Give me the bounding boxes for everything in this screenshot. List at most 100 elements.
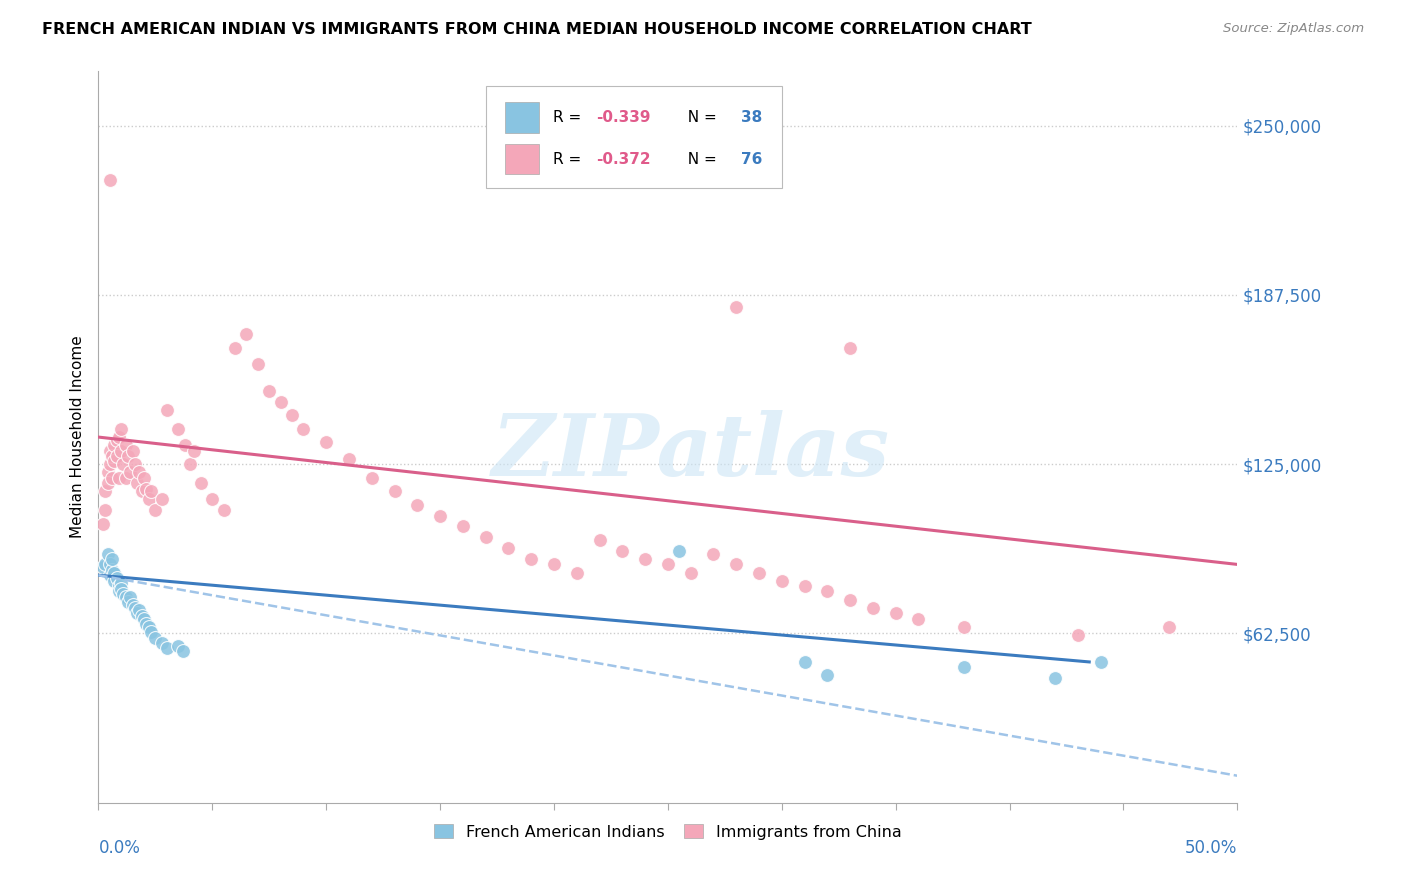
Point bbox=[156, 403, 179, 417]
Point bbox=[108, 584, 131, 599]
Point bbox=[98, 443, 121, 458]
Point bbox=[128, 603, 150, 617]
FancyBboxPatch shape bbox=[485, 86, 782, 188]
Point bbox=[108, 471, 131, 485]
Point bbox=[815, 668, 838, 682]
Point bbox=[725, 558, 748, 572]
Text: N =: N = bbox=[678, 152, 721, 167]
Point bbox=[360, 471, 382, 485]
Point bbox=[110, 576, 132, 591]
Point bbox=[612, 544, 634, 558]
Point bbox=[91, 516, 114, 531]
Point bbox=[96, 465, 118, 479]
Point bbox=[212, 503, 235, 517]
Point bbox=[235, 327, 257, 342]
Point bbox=[127, 606, 149, 620]
Point bbox=[103, 454, 125, 468]
Point bbox=[98, 172, 121, 186]
Point bbox=[907, 611, 929, 625]
Point bbox=[114, 471, 136, 485]
Point bbox=[131, 608, 153, 623]
Point bbox=[815, 584, 838, 599]
Point bbox=[679, 566, 702, 580]
Point bbox=[101, 471, 124, 485]
Point bbox=[725, 300, 748, 314]
Point bbox=[108, 430, 131, 444]
Point bbox=[96, 476, 118, 491]
Point bbox=[150, 492, 173, 507]
Text: -0.339: -0.339 bbox=[596, 110, 651, 125]
Point bbox=[179, 457, 201, 471]
Point bbox=[114, 590, 136, 604]
Point bbox=[406, 498, 429, 512]
Point bbox=[131, 484, 153, 499]
Point bbox=[270, 395, 292, 409]
Text: FRENCH AMERICAN INDIAN VS IMMIGRANTS FROM CHINA MEDIAN HOUSEHOLD INCOME CORRELAT: FRENCH AMERICAN INDIAN VS IMMIGRANTS FRO… bbox=[42, 22, 1032, 37]
Point bbox=[588, 533, 610, 547]
Point bbox=[101, 552, 124, 566]
Point bbox=[94, 558, 117, 572]
Point bbox=[121, 443, 143, 458]
Point bbox=[91, 560, 114, 574]
Point bbox=[110, 582, 132, 596]
Text: ZIPatlas: ZIPatlas bbox=[492, 410, 890, 493]
Point bbox=[429, 508, 451, 523]
Point bbox=[953, 660, 976, 674]
Point bbox=[135, 482, 157, 496]
Point bbox=[117, 595, 139, 609]
Point bbox=[498, 541, 520, 556]
Text: -0.372: -0.372 bbox=[596, 152, 651, 167]
Point bbox=[120, 465, 142, 479]
FancyBboxPatch shape bbox=[505, 144, 538, 175]
Point bbox=[139, 484, 162, 499]
Point bbox=[634, 552, 657, 566]
Text: 0.0%: 0.0% bbox=[98, 839, 141, 857]
Point bbox=[190, 476, 212, 491]
Point bbox=[96, 547, 118, 561]
Point bbox=[1157, 620, 1180, 634]
Point bbox=[793, 579, 815, 593]
Point bbox=[112, 457, 135, 471]
Point bbox=[315, 435, 337, 450]
Point bbox=[1067, 628, 1090, 642]
Point bbox=[839, 341, 862, 355]
Point bbox=[770, 574, 793, 588]
Point bbox=[103, 566, 125, 580]
Point bbox=[120, 590, 142, 604]
Point bbox=[259, 384, 281, 398]
Point bbox=[839, 592, 862, 607]
Point bbox=[150, 636, 173, 650]
Point bbox=[94, 484, 117, 499]
Point bbox=[183, 443, 205, 458]
Point bbox=[127, 476, 149, 491]
Point bbox=[101, 449, 124, 463]
Point bbox=[105, 571, 128, 585]
Point bbox=[114, 438, 136, 452]
Text: N =: N = bbox=[678, 110, 721, 125]
Point bbox=[138, 620, 160, 634]
Point bbox=[128, 465, 150, 479]
Point bbox=[138, 492, 160, 507]
Point bbox=[172, 644, 194, 658]
Point bbox=[139, 625, 162, 640]
Text: Source: ZipAtlas.com: Source: ZipAtlas.com bbox=[1223, 22, 1364, 36]
FancyBboxPatch shape bbox=[505, 102, 538, 133]
Point bbox=[167, 639, 190, 653]
Point bbox=[167, 422, 190, 436]
Point bbox=[668, 544, 690, 558]
Point bbox=[135, 617, 157, 632]
Point bbox=[474, 530, 496, 544]
Point bbox=[156, 641, 179, 656]
Point bbox=[793, 655, 815, 669]
Y-axis label: Median Household Income: Median Household Income bbox=[69, 335, 84, 539]
Point bbox=[105, 433, 128, 447]
Text: 50.0%: 50.0% bbox=[1185, 839, 1237, 857]
Text: 38: 38 bbox=[741, 110, 762, 125]
Point bbox=[98, 457, 121, 471]
Point bbox=[337, 451, 360, 466]
Text: R =: R = bbox=[553, 152, 586, 167]
Text: R =: R = bbox=[553, 110, 586, 125]
Point bbox=[121, 598, 143, 612]
Point bbox=[108, 579, 131, 593]
Point bbox=[145, 631, 167, 645]
